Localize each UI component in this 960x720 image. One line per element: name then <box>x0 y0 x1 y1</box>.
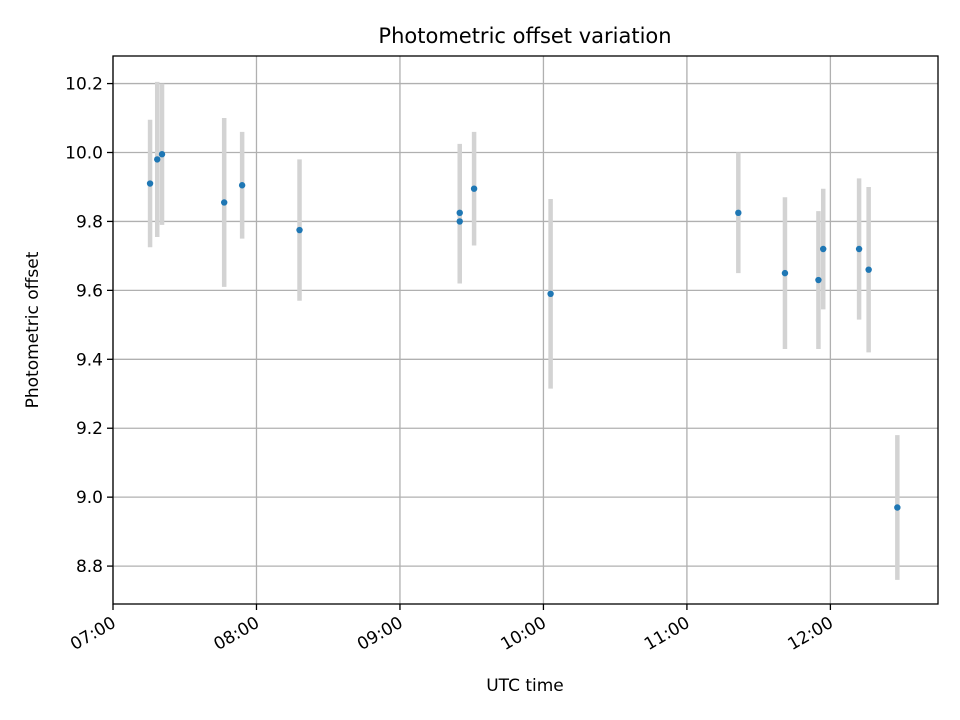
data-point <box>865 266 872 273</box>
y-tick-label: 9.8 <box>76 212 103 232</box>
data-point <box>456 209 463 217</box>
data-point <box>894 504 901 511</box>
y-tick-label: 9.4 <box>76 350 103 370</box>
data-point <box>855 245 863 253</box>
y-tick-label: 10.2 <box>65 75 103 95</box>
x-axis-label: UTC time <box>486 676 564 696</box>
data-point <box>154 156 161 163</box>
data-point <box>547 290 554 298</box>
y-axis-label: Photometric offset <box>23 251 43 408</box>
y-tick-label: 9.0 <box>76 488 103 508</box>
data-point <box>158 151 166 158</box>
data-point <box>238 182 246 189</box>
data-point <box>470 185 478 192</box>
y-tick-label: 9.6 <box>76 281 103 301</box>
data-point <box>735 209 742 217</box>
y-axis-ticks: 8.8 9.0 9.2 9.4 9.6 9.8 10.0 10.2 <box>65 75 113 577</box>
data-point <box>456 218 463 225</box>
data-point <box>820 245 827 253</box>
grid <box>112 56 938 604</box>
data-point <box>815 276 822 284</box>
chart-title: Photometric offset variation <box>378 24 671 48</box>
plot-frame <box>112 55 939 605</box>
y-tick-label: 9.2 <box>76 419 103 439</box>
y-tick-label: 10.0 <box>65 144 103 164</box>
data-point <box>296 226 303 234</box>
data-point <box>146 180 154 187</box>
data-point <box>220 199 228 206</box>
data-point <box>781 269 789 277</box>
data-points <box>146 151 901 511</box>
y-tick-label: 8.8 <box>76 557 103 577</box>
